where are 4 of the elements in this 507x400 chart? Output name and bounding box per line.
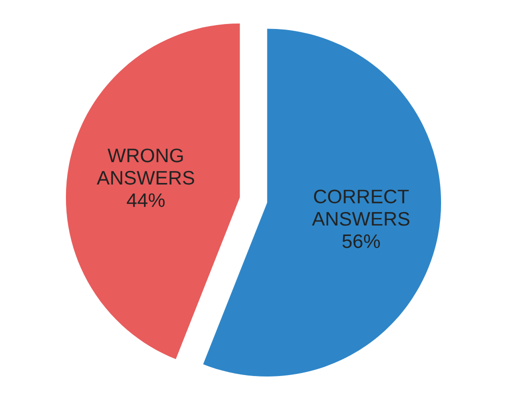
slice-label: CORRECT ANSWERS xyxy=(312,190,410,226)
slice-label: WRONG ANSWERS xyxy=(96,148,194,185)
data-label: 56% xyxy=(342,234,380,248)
data-label: 44% xyxy=(126,193,165,207)
